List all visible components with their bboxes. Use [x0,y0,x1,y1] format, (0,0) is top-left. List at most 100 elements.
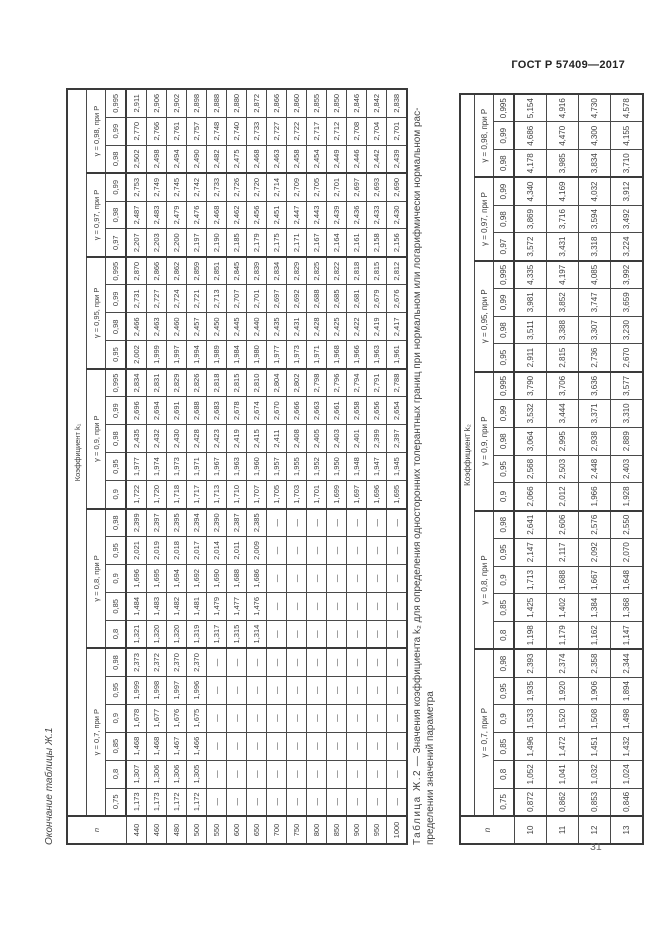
value-cell: 1,694 [166,564,187,593]
value-cell: 1,957 [266,452,287,481]
value-cell: 1,321 [126,620,147,649]
p-value-header: 0,98 [493,427,514,456]
value-cell: 2,370 [166,648,187,677]
gamma-group-header: γ = 0,95, при Р [474,260,494,372]
value-cell: 2,696 [126,396,147,425]
value-cell: 2,872 [246,89,267,118]
value-cell: 3,431 [546,232,579,261]
value-cell: 1,906 [578,677,611,705]
value-cell: — [346,592,367,621]
value-cell: 1,935 [514,677,547,705]
value-cell: 2,463 [146,312,167,341]
value-cell: — [226,760,247,789]
n-cell: 500 [186,816,207,844]
value-cell: — [226,704,247,733]
value-cell: 2,190 [206,228,227,257]
value-cell: 1,968 [326,340,347,369]
value-cell: — [206,788,227,816]
gamma-group-header: γ = 0,8, при Р [86,508,106,649]
standard-number-header: ГОСТ Р 57409—2017 [511,59,625,71]
value-cell: — [326,788,347,816]
value-cell: 1,718 [166,480,187,509]
value-cell: 1,315 [226,620,247,649]
value-cell: 1,688 [226,564,247,593]
value-cell: 1,147 [610,621,643,650]
value-cell: — [286,564,307,593]
value-cell: 1,696 [126,564,147,593]
value-cell: 2,395 [166,508,187,537]
value-cell: 1,677 [146,704,167,733]
value-cell: — [206,732,227,761]
p-value-header: 0,98 [105,508,126,537]
p-value-header: 0,995 [105,368,126,397]
value-cell: 2,397 [146,508,167,537]
value-cell: 1,688 [546,566,579,594]
value-cell: 4,300 [578,121,611,150]
table-zh1-rotated-block: Окончание таблицы Ж.1 n Коэффициент k₁ γ =… [44,88,408,845]
value-cell: — [346,676,367,705]
value-cell: 2,898 [186,89,207,118]
value-cell: 2,399 [366,424,387,453]
value-cell: 2,435 [266,312,287,341]
value-cell: — [246,648,267,677]
value-cell: — [266,732,287,761]
table-row: 440 1,173 1,307 1,468 1,678 1,999 2,373 1,321 1,… [126,89,147,844]
value-cell: 2,171 [286,228,307,257]
table-row: 550— — — — — —1,317 1,479 1,690 2,014 2,390 1,713 1… [206,89,227,844]
gamma-group-header: γ = 0,98, при Р [86,89,106,174]
n-cell: 700 [266,816,287,844]
value-cell: — [266,536,287,565]
value-cell: 1,476 [246,592,267,621]
value-cell: 2,403 [610,455,643,483]
value-cell: 1,307 [126,760,147,789]
n-cell: 440 [126,816,147,844]
value-cell: 2,156 [386,228,407,257]
table-row: 750— — — — — — — — — — —1,703 1,955 2,408 2,666 2,802 1… [286,89,307,844]
value-cell: 2,709 [286,173,307,202]
value-cell: 2,394 [186,508,207,537]
value-cell: 2,390 [206,508,227,537]
value-cell: 2,428 [306,312,327,341]
value-cell: — [246,788,267,816]
value-cell: 1,961 [386,340,407,369]
value-cell: 2,679 [366,284,387,313]
value-cell: 3,492 [610,205,643,233]
table-zh2-caption-title: Таблица Ж.2 [412,768,423,845]
value-cell: 4,470 [546,121,579,150]
value-cell: 2,401 [346,424,367,453]
value-cell: 2,845 [226,256,247,285]
value-cell: 2,880 [226,89,247,118]
value-cell: 1,997 [166,340,187,369]
value-cell: 1,451 [578,732,611,761]
value-cell: — [386,676,407,705]
value-cell: 1,472 [546,732,579,761]
value-cell: 3,912 [610,177,643,206]
p-value-header: 0,95 [493,343,514,372]
n-cell: 480 [166,816,187,844]
value-cell: 1,686 [246,564,267,593]
value-cell: 3,511 [514,316,547,344]
value-cell: 2,430 [166,424,187,453]
value-cell: 4,335 [514,260,547,289]
value-cell: 2,482 [206,145,227,174]
value-cell: 2,161 [346,228,367,257]
value-cell: 2,712 [326,117,347,146]
gamma-group-header: γ = 0,95, при Р [86,256,106,369]
table-zh1-caption: Окончание таблицы Ж.1 [44,727,55,845]
value-cell: 2,742 [186,173,207,202]
p-value-header: 0,95 [105,340,126,369]
value-cell: 2,705 [306,173,327,202]
value-cell: 2,692 [286,284,307,313]
p-value-header: 0,8 [105,620,126,649]
value-cell: 2,011 [226,536,247,565]
value-cell: 2,862 [166,256,187,285]
value-cell: 2,147 [514,538,547,567]
value-cell: 1,950 [326,452,347,481]
value-cell: — [366,760,387,789]
value-cell: 3,992 [610,260,643,289]
value-cell: 2,641 [514,510,547,539]
value-cell: 2,451 [266,201,287,229]
value-cell: 2,447 [286,201,307,229]
p-value-header: 0,9 [105,704,126,733]
